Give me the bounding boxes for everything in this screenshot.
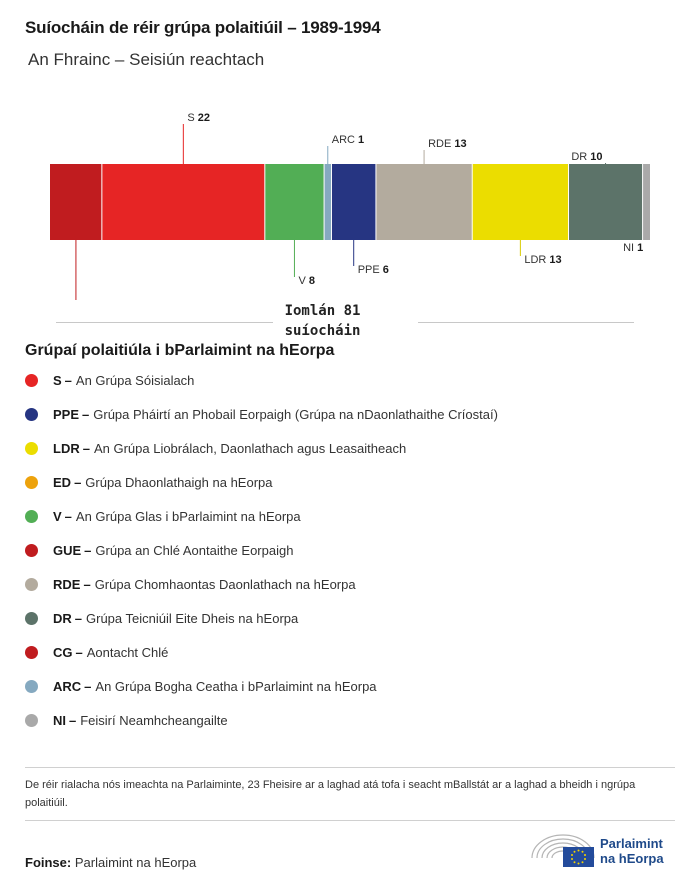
divider-top [25, 767, 675, 768]
legend-abbr: PPE [53, 406, 80, 422]
total-divider-right [418, 322, 634, 323]
legend-abbr: CG [53, 644, 73, 660]
data-label-ppe: PPE 6 [358, 264, 389, 276]
data-label-v: V 8 [298, 275, 315, 287]
data-label-s: S 22 [187, 112, 210, 124]
legend-item-ni: NI – Feisirí Neamhcheangailte [25, 708, 228, 732]
legend-item-cg: CG – Aontacht Chlé [25, 640, 168, 664]
source-text: Parlaimint na hEorpa [74, 855, 197, 870]
legend-swatch-v [25, 509, 38, 523]
legend-dash: – [69, 712, 77, 728]
logo-wordmark: Parlaimint na hEorpa [600, 836, 664, 866]
legend-name: An Grúpa Sóisialach [75, 372, 195, 388]
legend-name: Feisirí Neamhcheangailte [80, 712, 228, 728]
legend-dash: – [82, 406, 90, 422]
legend-swatch-dr [25, 611, 38, 625]
legend-name: Grúpa Chomhaontas Daonlathach na hEorpa [94, 576, 356, 592]
bar-segment-v [264, 164, 325, 240]
total-seats-label: Iomlán 81 suíocháin [250, 301, 395, 341]
chart-title: Suíocháin de réir grúpa polaitiúil – 198… [25, 18, 381, 37]
total-seats-unit: suíocháin [284, 323, 361, 339]
bar-segment-dr [568, 164, 643, 240]
bar-segment-cg [50, 164, 102, 240]
legend-dash: – [84, 542, 92, 558]
legend-swatch-cg [25, 645, 38, 659]
legend-item-v: V – An Grúpa Glas i bParlaimint na hEorpa [25, 504, 301, 528]
legend-item-gue: GUE – Grúpa an Chlé Aontaithe Eorpaigh [25, 538, 293, 562]
data-label-ldr: LDR 13 [524, 254, 561, 266]
legend-dash: – [64, 508, 72, 524]
legend-name: An Grúpa Liobrálach, Daonlathach agus Le… [93, 440, 407, 456]
total-divider-left [56, 322, 273, 323]
legend-name: Grúpa an Chlé Aontaithe Eorpaigh [95, 542, 294, 558]
legend-name: Aontacht Chlé [86, 644, 169, 660]
legend-item-ldr: LDR – An Grúpa Liobrálach, Daonlathach agu… [25, 436, 406, 460]
divider-bottom [25, 820, 675, 821]
legend-abbr: NI [53, 712, 66, 728]
bar-segment-ppe [331, 164, 376, 240]
legend-swatch-ni [25, 713, 38, 727]
bar-segment-s [101, 164, 265, 240]
legend-name: An Grúpa Bogha Ceatha i bParlaimint na h… [95, 678, 377, 694]
legend-dash: – [74, 474, 82, 490]
legend-dash: – [64, 372, 72, 388]
bar-segment-ni [642, 164, 650, 240]
data-label-ni: NI 1 [623, 242, 643, 254]
total-seats-value: Iomlán 81 [284, 303, 361, 319]
bar-segment-rde [375, 164, 473, 240]
legend-swatch-ldr [25, 441, 38, 455]
bar-segment-ldr [472, 164, 569, 240]
data-label-rde: RDE 13 [428, 138, 467, 150]
source-label: Foinse: [25, 855, 72, 870]
legend-abbr: GUE [53, 542, 82, 558]
legend-abbr: V [53, 508, 62, 524]
legend-item-dr: DR – Grúpa Teicniúil Eite Dheis na hEorpa [25, 606, 298, 630]
legend-swatch-ppe [25, 407, 38, 421]
legend-abbr: S [53, 372, 62, 388]
legend-dash: – [75, 644, 83, 660]
legend-swatch-arc [25, 679, 38, 693]
legend-abbr: DR [53, 610, 72, 626]
logo-line-2: na hEorpa [600, 851, 664, 866]
footnote: De réir rialacha nós imeachta na Parlaim… [25, 779, 636, 809]
legend-item-rde: RDE – Grúpa Chomhaontas Daonlathach na hEo… [25, 572, 356, 596]
legend-abbr: RDE [53, 576, 81, 592]
legend-abbr: ARC [53, 678, 82, 694]
parliament-hemicycle-icon [531, 834, 595, 867]
legend-dash: – [83, 576, 91, 592]
legend-swatch-gue [25, 543, 38, 557]
legend-name: Grúpa Pháirtí an Phobail Eorpaigh (Grúpa… [93, 406, 498, 422]
legend-name: An Grúpa Glas i bParlaimint na hEorpa [75, 508, 301, 524]
legend-name: Grúpa Teicniúil Eite Dheis na hEorpa [86, 610, 299, 626]
legend-abbr: LDR [53, 440, 80, 456]
legend-swatch-rde [25, 577, 38, 591]
legend-abbr: ED [53, 474, 72, 490]
legend-item-s: S – An Grúpa Sóisialach [25, 368, 194, 392]
legend-item-ed: ED – Grúpa Dhaonlathaigh na hEorpa [25, 470, 273, 494]
logo-line-1: Parlaimint [600, 836, 663, 851]
legend-name: Grúpa Dhaonlathaigh na hEorpa [85, 474, 273, 490]
data-label-dr: DR 10 [571, 151, 602, 163]
legend-title: Grúpaí polaitiúla i bParlaimint na hEorp… [25, 342, 335, 359]
data-label-arc: ARC 1 [332, 134, 364, 146]
european-parliament-logo: Parlaimint na hEorpa [530, 828, 680, 872]
bar-segment-arc [324, 164, 332, 240]
legend-swatch-s [25, 373, 38, 387]
legend-dash: – [84, 678, 92, 694]
legend-item-arc: ARC – An Grúpa Bogha Ceatha i bParlaimint … [25, 674, 377, 698]
chart-subtitle: An Fhrainc – Seisiún reachtach [28, 50, 265, 69]
source-line: Foinse: Parlaimint na hEorpa [25, 855, 196, 870]
legend-dash: – [82, 440, 90, 456]
legend-dash: – [74, 610, 83, 626]
legend-swatch-ed [25, 475, 38, 489]
legend-item-ppe: PPE – Grúpa Pháirtí an Phobail Eorpaigh (G… [25, 402, 498, 426]
